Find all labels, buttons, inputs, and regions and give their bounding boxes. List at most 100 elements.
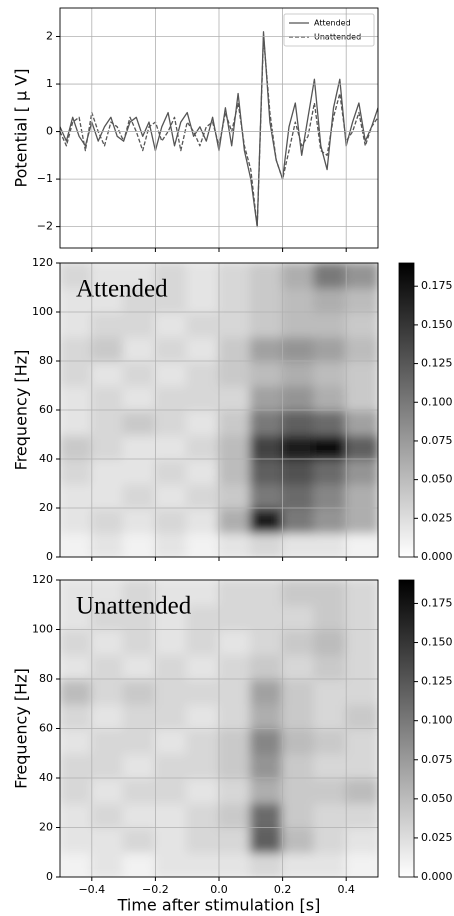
heatmap-cell — [186, 507, 220, 534]
heatmap-cell — [122, 409, 157, 436]
heatmap-cell — [154, 409, 189, 436]
heatmap-cell — [60, 360, 93, 387]
x-tick-label: −0.4 — [78, 883, 105, 896]
heatmap-cell — [122, 458, 157, 485]
heatmap-cell — [313, 752, 348, 779]
heatmap-cell — [218, 702, 252, 730]
heatmap-cell — [154, 433, 189, 460]
heatmap-cell — [90, 360, 125, 387]
heatmap-cell — [218, 335, 252, 362]
heatmap-cell — [345, 507, 378, 534]
heatmap-cell — [345, 433, 378, 460]
heatmap-cell — [345, 603, 378, 631]
heatmap-cell — [186, 335, 220, 362]
heatmap-cell — [122, 360, 157, 387]
heatmap-cell — [122, 433, 157, 460]
heatmap-cell — [281, 702, 316, 730]
heatmap-cell — [218, 801, 252, 829]
heatmap-cell — [90, 580, 125, 606]
heatmap-cell — [122, 482, 157, 509]
heatmap-cell — [313, 360, 348, 387]
heatmap-cell — [90, 531, 125, 557]
heatmap-cell — [345, 653, 378, 680]
heatmap-cell — [122, 702, 157, 730]
heatmap-cell — [122, 826, 157, 854]
heatmap-cells — [60, 580, 378, 877]
heatmap-cell — [313, 409, 348, 436]
y-tick-label: 60 — [39, 403, 53, 416]
heatmap-cell — [313, 458, 348, 485]
heatmap-cell — [122, 603, 157, 631]
heatmap-cell — [345, 458, 378, 485]
colorbar-tick-label: 0.175 — [421, 279, 453, 292]
heatmap-cell — [345, 777, 378, 804]
heatmap-cell — [345, 851, 378, 877]
heatmap-cell — [154, 335, 189, 362]
heatmap-cell — [218, 752, 252, 779]
heatmap-cell — [90, 628, 125, 656]
y-tick-label: 20 — [39, 501, 53, 514]
heatmap-cell — [281, 531, 316, 557]
heatmap-cell — [313, 628, 348, 656]
heatmap-cell — [122, 752, 157, 779]
heatmap-cell — [249, 409, 284, 436]
y-tick-label: 0 — [46, 550, 53, 563]
heatmap-cell — [60, 458, 93, 485]
axes-frame — [59, 7, 379, 249]
heatmap-cell — [90, 458, 125, 485]
y-tick-label: 0 — [46, 125, 53, 138]
heatmap-cell — [90, 263, 125, 289]
heatmap-cell — [345, 482, 378, 509]
heatmap-cell — [90, 409, 125, 436]
heatmap-cell — [60, 777, 93, 804]
heatmap-cell — [186, 752, 220, 779]
heatmap-cell — [218, 433, 252, 460]
heatmap-cell — [281, 603, 316, 631]
colorbar-tick-label: 0.125 — [421, 357, 453, 370]
heatmap-cell — [218, 409, 252, 436]
heatmap-cell — [154, 826, 189, 854]
heatmap-cell — [281, 384, 316, 411]
heatmap-cell — [154, 727, 189, 755]
heatmap-cell — [90, 678, 125, 705]
heatmap-cell — [154, 678, 189, 705]
heatmap-cell — [249, 507, 284, 534]
heatmap-cell — [90, 286, 125, 313]
heatmap-cell — [249, 702, 284, 730]
heatmap-cell — [313, 801, 348, 829]
axes: Attended Unattended −2 −1 0 1 2 Potential [ μ V… — [12, 7, 379, 252]
heatmap-cell — [90, 384, 125, 411]
heatmap-cell — [249, 678, 284, 705]
heatmap-cell — [345, 702, 378, 730]
legend-label: Attended — [314, 19, 351, 28]
heatmap-cell — [60, 311, 93, 338]
heatmap-cell — [281, 777, 316, 804]
heatmap-cell — [249, 801, 284, 829]
heatmap-cell — [249, 531, 284, 557]
heatmap-cell — [313, 653, 348, 680]
y-axis-label: Frequency [Hz] — [12, 668, 31, 789]
heatmap-cell — [90, 603, 125, 631]
x-tick-label: −0.2 — [142, 883, 169, 896]
heatmap-cell — [218, 360, 252, 387]
heatmap-cell — [60, 507, 93, 534]
heatmap-cell — [218, 851, 252, 877]
colorbar-tick-label: 0.125 — [421, 675, 453, 688]
heatmap-cell — [345, 360, 378, 387]
heatmap-cell — [281, 263, 316, 289]
heatmap-cell — [60, 727, 93, 755]
heatmap-cell — [313, 702, 348, 730]
colorbar-tick-label: 0.025 — [421, 511, 453, 524]
annotation: Attended — [76, 276, 168, 303]
colorbar-tick-label: 0.000 — [421, 870, 453, 883]
heatmap-cell — [60, 826, 93, 854]
heatmap-cell — [154, 286, 189, 313]
heatmap-cell — [154, 603, 189, 631]
y-tick-label: 2 — [46, 30, 53, 43]
heatmap-cell — [313, 826, 348, 854]
axes: 0.000 0.025 0.050 0.075 0.100 0.125 0.150 0.175… — [12, 573, 453, 915]
heatmap-cell — [281, 286, 316, 313]
heatmap-cell — [122, 507, 157, 534]
heatmap-cell — [249, 335, 284, 362]
heatmap-cell — [90, 433, 125, 460]
